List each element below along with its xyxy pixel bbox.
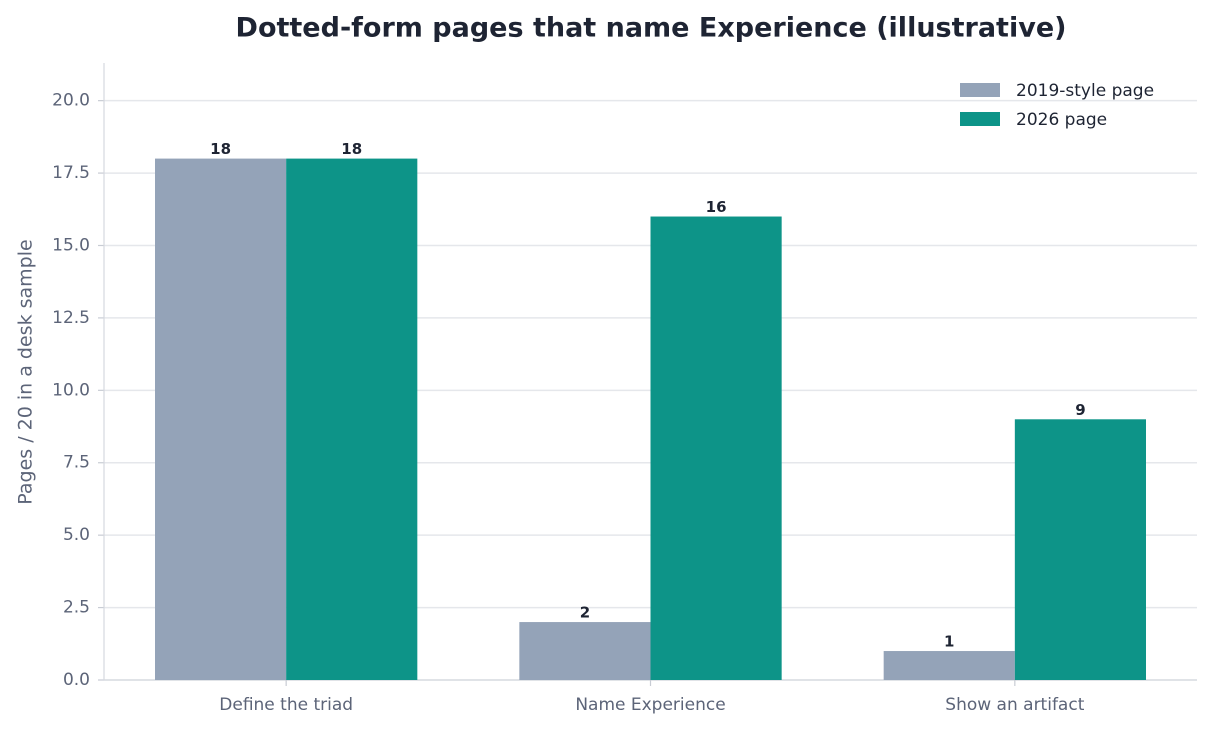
legend-label: 2026 page (1016, 110, 1107, 130)
bar (286, 158, 418, 680)
y-tick-label: 20.0 (52, 91, 90, 111)
data-label: 16 (706, 198, 727, 216)
bar (650, 216, 782, 680)
data-label: 1 (944, 633, 954, 651)
data-label: 2 (580, 604, 590, 622)
y-tick-label: 15.0 (52, 235, 90, 255)
legend-swatch (960, 83, 1000, 97)
y-tick-label: 5.0 (63, 525, 90, 545)
legend-label: 2019-style page (1016, 81, 1154, 101)
data-label: 18 (341, 140, 362, 158)
x-tick-label: Define the triad (219, 695, 353, 715)
y-axis-label: Pages / 20 in a desk sample (15, 239, 37, 504)
bar (883, 651, 1015, 680)
y-tick-label: 2.5 (63, 598, 90, 618)
chart-title: Dotted-form pages that name Experience (… (236, 13, 1067, 44)
x-tick-label: Show an artifact (945, 695, 1084, 715)
legend-swatch (960, 112, 1000, 126)
y-tick-label: 10.0 (52, 380, 90, 400)
bar (155, 158, 287, 680)
bar (519, 622, 651, 680)
y-tick-label: 17.5 (52, 163, 90, 183)
data-label: 9 (1075, 401, 1085, 419)
y-tick-label: 7.5 (63, 453, 90, 473)
data-label: 18 (210, 140, 231, 158)
bar (1014, 419, 1146, 680)
y-tick-label: 0.0 (63, 670, 90, 690)
x-tick-label: Name Experience (575, 695, 725, 715)
y-tick-label: 12.5 (52, 308, 90, 328)
